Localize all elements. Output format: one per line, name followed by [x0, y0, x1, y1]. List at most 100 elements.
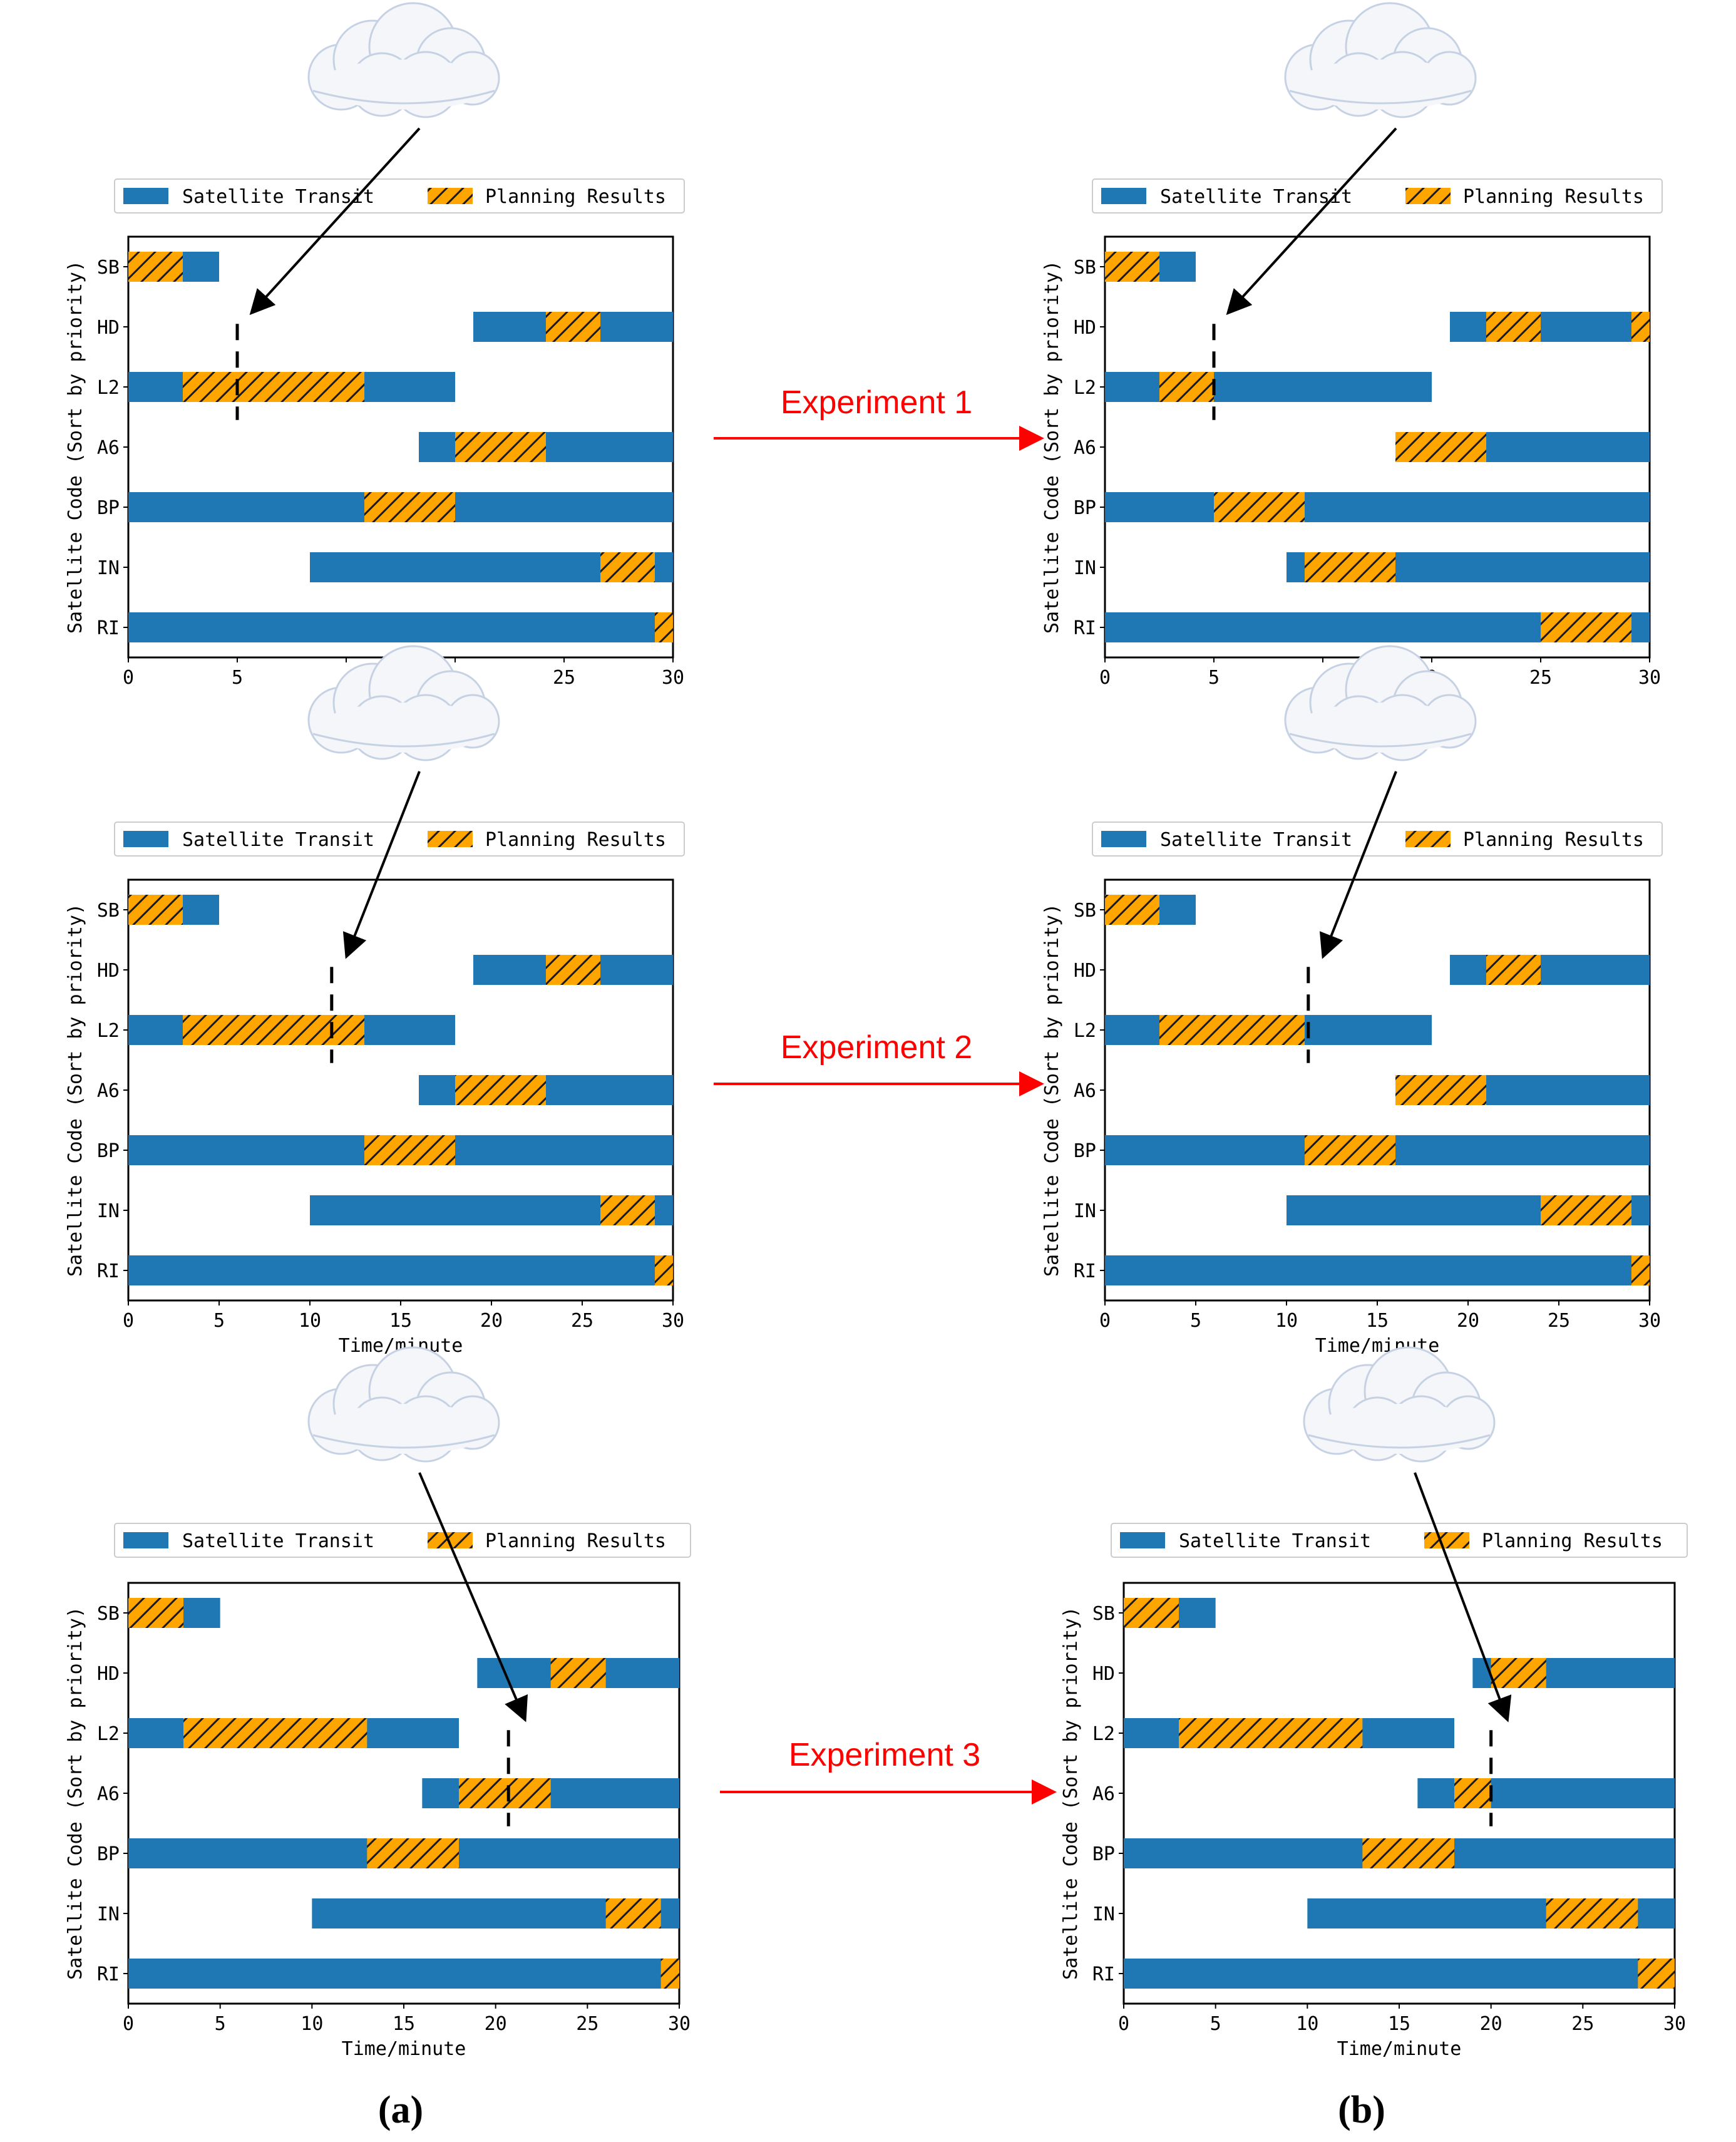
planning-bar-IN [605, 1898, 661, 1928]
x-tick-label: 0 [1099, 1310, 1111, 1332]
x-tick-label: 15 [1388, 2013, 1410, 2035]
y-tick-label-BP: BP [97, 1843, 120, 1865]
y-axis-label: Satellite Code (Sort by priority) [1041, 904, 1063, 1277]
cloud-icon [307, 645, 500, 761]
cloud-icon [1284, 2, 1477, 118]
legend-swatch-transit [1120, 1532, 1165, 1548]
planning-bar-BP [1305, 1135, 1395, 1165]
x-tick-label: 5 [213, 1310, 225, 1332]
cloud-base [1296, 703, 1471, 753]
y-tick-label-IN: IN [97, 557, 120, 579]
planning-bar-HD [1631, 312, 1650, 342]
transit-bar-RI [1124, 1959, 1675, 1989]
cloud-outline [1308, 1434, 1491, 1449]
legend-swatch-transit [123, 1532, 168, 1548]
x-tick-label: 5 [1190, 1310, 1201, 1332]
legend-label-transit: Satellite Transit [182, 186, 374, 208]
planning-bar-L2 [1159, 1015, 1305, 1045]
x-tick-label: 10 [1275, 1310, 1298, 1332]
x-tick-label: 0 [1099, 667, 1111, 689]
chart-exp1-after: SBHDL2A6BPINRI0502530Satellite Code (Sor… [1041, 127, 1663, 689]
planning-bar-A6 [1454, 1778, 1491, 1808]
legend-label-planning: Planning Results [1463, 186, 1644, 208]
x-tick-label: 15 [389, 1310, 412, 1332]
x-tick-label: 25 [1548, 1310, 1570, 1332]
y-tick-label-BP: BP [1092, 1843, 1115, 1865]
legend-swatch-planning [1424, 1532, 1469, 1548]
transit-bar-RI [128, 1959, 679, 1989]
planning-bar-IN [1305, 552, 1395, 582]
legend-label-transit: Satellite Transit [1160, 186, 1352, 208]
legend: Satellite Transit Planning Results [114, 178, 685, 214]
y-tick-label-SB: SB [97, 900, 120, 922]
y-tick-label-RI: RI [1092, 1964, 1115, 1985]
legend-label-transit: Satellite Transit [182, 829, 374, 851]
legend-label-transit: Satellite Transit [1179, 1530, 1371, 1552]
x-tick-label: 0 [1118, 2013, 1129, 2035]
y-tick-label-RI: RI [1074, 617, 1096, 639]
cloud-outline [312, 90, 495, 105]
transit-bar-RI [1105, 1255, 1650, 1285]
planning-bar-SB [1105, 895, 1159, 925]
transit-bar-HD [1450, 312, 1650, 342]
planning-bar-HD [546, 955, 600, 985]
y-tick-label-IN: IN [1092, 1903, 1115, 1925]
y-tick-label-BP: BP [97, 497, 120, 519]
x-tick-label: 10 [300, 2013, 323, 2035]
cloud-arrow [342, 771, 421, 959]
y-tick-label-A6: A6 [97, 1783, 120, 1805]
planning-bar-IN [600, 552, 655, 582]
planning-bar-HD [1491, 1658, 1546, 1688]
charts-layer: SB HD L2 A6 BP IN RI 0 5 25 30 Satellite Code (Sort… [64, 127, 1688, 2060]
y-tick-label-HD: HD [97, 317, 120, 339]
legend-swatch-planning [428, 188, 473, 204]
transit-bar-BP [1105, 492, 1650, 522]
y-tick-label-IN: IN [97, 1200, 120, 1222]
transit-bar-RI [128, 612, 673, 642]
x-tick-label: 30 [1663, 2013, 1686, 2035]
cloud-icon [1284, 645, 1477, 761]
x-tick-label: 25 [1571, 2013, 1594, 2035]
legend-swatch-transit [123, 188, 168, 204]
y-tick-label-BP: BP [1074, 1140, 1096, 1162]
cloud-arrow [1226, 127, 1397, 316]
y-tick-label-L2: L2 [97, 1020, 120, 1042]
y-tick-label-RI: RI [97, 1260, 120, 1282]
y-tick-label-IN: IN [1074, 1200, 1096, 1222]
y-tick-label-A6: A6 [1074, 437, 1096, 459]
planning-bar-BP [1214, 492, 1305, 522]
legend-label-planning: Planning Results [1463, 829, 1644, 851]
planning-bar-RI [1541, 612, 1631, 642]
y-axis-label: Satellite Code (Sort by priority) [64, 1607, 86, 1980]
planning-bar-HD [550, 1658, 606, 1688]
clouds-layer [307, 2, 1496, 1463]
y-axis-label: Satellite Code (Sort by priority) [64, 904, 86, 1277]
experiment-3-label: Experiment 3 [789, 1737, 980, 1773]
y-tick-label-BP: BP [1074, 497, 1096, 519]
legend: Satellite Transit Planning Results [1111, 1523, 1688, 1558]
legend-label-planning: Planning Results [485, 186, 666, 208]
chart-exp3-before: SB HD L2 A6 BP IN RI 0 5 10 15 20 25 30 Time/minute Sat… [64, 1472, 691, 2060]
experiment-2-label: Experiment 2 [781, 1029, 972, 1066]
x-tick-label: 30 [662, 667, 684, 689]
planning-bar-RI [660, 1959, 679, 1989]
cloud-base [1296, 59, 1471, 110]
planning-bar-BP [367, 1838, 459, 1868]
planning-bar-A6 [1395, 432, 1486, 462]
legend-swatch-transit [1101, 831, 1146, 847]
y-tick-label-L2: L2 [97, 377, 120, 399]
cloud-arrow [249, 127, 421, 316]
legend-box [114, 178, 685, 214]
planning-bar-L2 [1179, 1718, 1363, 1748]
x-tick-label: 30 [1638, 667, 1661, 689]
y-tick-label-HD: HD [1074, 317, 1096, 339]
legend-swatch-planning [1405, 831, 1451, 847]
y-tick-label-A6: A6 [97, 437, 120, 459]
planning-bar-RI [655, 1255, 673, 1285]
x-tick-label: 0 [123, 1310, 134, 1332]
legend-label-planning: Planning Results [485, 1530, 666, 1552]
legend-label-transit: Satellite Transit [1160, 829, 1352, 851]
experiment-1-label: Experiment 1 [781, 384, 972, 421]
x-tick-label: 0 [123, 667, 134, 689]
y-tick-label-RI: RI [97, 617, 120, 639]
